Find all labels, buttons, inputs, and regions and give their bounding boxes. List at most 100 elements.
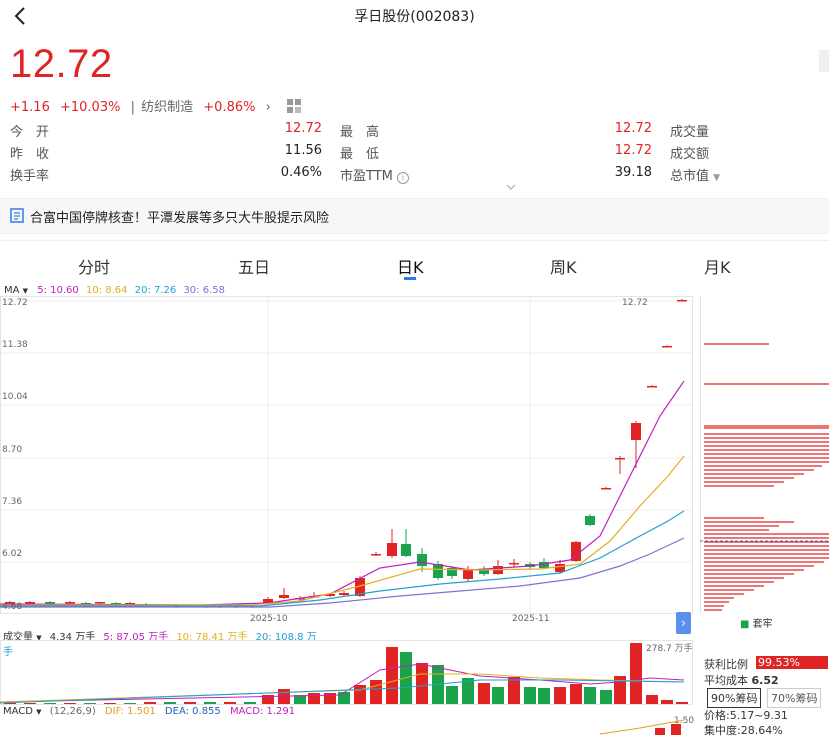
stock-title: 孚日股份(002083) (354, 9, 475, 25)
scroll-right-button[interactable]: › (676, 612, 691, 634)
info-icon[interactable]: i (397, 172, 410, 184)
chart-border (0, 296, 693, 614)
ma10-line (0, 455, 685, 606)
candle-down (111, 603, 121, 605)
candlestick-chart[interactable] (0, 296, 700, 614)
dif-value: DIF: 1.501 (104, 706, 156, 717)
volume-chart[interactable] (0, 640, 700, 705)
volume-bar-down (204, 702, 216, 704)
macd-chart (599, 719, 685, 735)
candle-down (81, 603, 91, 605)
macd-legend[interactable]: MACD ▼ (12,26,9) DIF: 1.501 DEA: 0.855 M… (3, 706, 323, 717)
back-arrow-icon[interactable] (10, 4, 32, 28)
stat-label-market-cap[interactable]: 总市值 ▼ (670, 165, 720, 184)
macd-bar-up (655, 728, 665, 735)
candle-up (355, 578, 365, 596)
price-axis-label: 11.38 (2, 340, 28, 350)
price-change-row: +1.16 +10.03% | 纺织制造 +0.86% › (10, 96, 307, 117)
tab-intraday[interactable]: 分时 (78, 258, 111, 277)
candle-up (571, 542, 581, 561)
vol20-line (0, 679, 685, 704)
volume-bar-up (570, 684, 582, 704)
ma10-value: 10: 8.64 (85, 285, 128, 296)
news-banner[interactable]: 合富中国停牌核查！平潭发展等多只大牛股提示风险 (0, 198, 829, 234)
volume-legend[interactable]: 成交量 ▼ 4.34 万手 5: 87.05 万手 10: 78.41 万手 2… (3, 628, 323, 658)
pe-label-text: 市盈TTM (340, 169, 393, 184)
volume-bar-down (294, 695, 306, 704)
caret-down-icon: ▼ (36, 708, 42, 716)
ma20-line (0, 510, 685, 607)
top-bar: 孚日股份(002083) (0, 0, 829, 36)
volume-bar-down (44, 703, 56, 704)
macd-selector[interactable]: MACD (3, 706, 33, 717)
tab-weekly-k[interactable]: 周K (550, 258, 577, 277)
volume-bar-down (492, 687, 504, 704)
candle-down (479, 569, 489, 574)
volume-bar-down (446, 686, 458, 704)
volume-bar-down (338, 692, 350, 704)
volume-bar-down (584, 687, 596, 704)
sector-link[interactable]: 纺织制造 +0.86% › (141, 100, 281, 115)
ma-selector[interactable]: MA (4, 285, 20, 296)
grid-apps-icon[interactable] (286, 98, 301, 117)
tab-five-day[interactable]: 五日 (238, 258, 271, 277)
avg-cost-row: 平均成本 6.52 (704, 672, 779, 688)
candle-up (615, 458, 625, 460)
caret-down-icon: ▼ (713, 173, 721, 183)
price-axis-label: 4.68 (2, 602, 23, 612)
candle-up (95, 602, 105, 604)
active-tab-indicator (404, 277, 416, 280)
candle-up (601, 488, 611, 490)
profit-ratio-value: 99.53% (756, 656, 828, 669)
chip-70-button[interactable]: 70%筹码 (767, 688, 822, 708)
volume-bar-up (64, 703, 76, 704)
dif-line (599, 719, 685, 735)
candle-down (585, 516, 595, 525)
volume-bar-up (308, 693, 320, 704)
volume-bar-up (630, 643, 642, 704)
expand-chevron-icon[interactable] (505, 184, 517, 192)
volume-bar-up (104, 703, 116, 704)
side-tab[interactable] (819, 50, 829, 72)
volume-bar-up (184, 702, 196, 704)
trapped-dot-icon: ■ (740, 619, 750, 630)
volume-bar-down (244, 702, 256, 704)
volume-bar-up (4, 703, 16, 704)
candle-up (5, 602, 15, 604)
stat-label-volume: 成交量 (670, 125, 710, 140)
volume-bar-up (24, 703, 36, 704)
tab-daily-k[interactable]: 日K (397, 258, 424, 277)
volume-selector[interactable]: 成交量 (3, 632, 33, 643)
volume-bar-up (416, 663, 428, 704)
market-cap-text: 总市值 (670, 169, 710, 184)
ma-legend[interactable]: MA ▼ 5: 10.60 10: 8.64 20: 7.26 30: 6.58 (4, 285, 324, 296)
volume-bar-down (84, 703, 96, 704)
macd-value: MACD: 1.291 (229, 706, 296, 717)
chip-90-button[interactable]: 90%筹码 (707, 688, 762, 708)
candle-down (401, 544, 411, 556)
chip-distribution-chart[interactable] (700, 296, 829, 614)
news-text: 合富中国停牌核查！平潭发展等多只大牛股提示风险 (30, 211, 330, 226)
volume-bar-down (124, 703, 136, 704)
date-label-oct: 2025-10 (250, 614, 288, 624)
volume-bar-down (462, 678, 474, 704)
candle-down (45, 602, 55, 604)
candle-up (463, 569, 473, 579)
tab-monthly-k[interactable]: 月K (704, 258, 731, 277)
trapped-legend: ■ 套牢 (740, 615, 773, 630)
stat-label-prev-close: 昨 收 (10, 147, 50, 162)
volume-max-label: 278.7 万手 (646, 644, 693, 654)
volume-bar-up (676, 702, 688, 704)
candle-up (279, 595, 289, 598)
chip-concentration: 集中度:28.64% (704, 724, 783, 737)
candle-up (263, 599, 273, 604)
news-icon (10, 208, 24, 223)
candle-up (65, 602, 75, 604)
macd-axis-label: 1.50 (674, 716, 695, 726)
candle-up (339, 593, 349, 595)
ma5-value: 5: 10.60 (37, 285, 79, 296)
trapped-label: 套牢 (752, 619, 773, 630)
candle-down (447, 568, 457, 576)
volume-bar-up (144, 702, 156, 704)
price-change-percent: +10.03% (59, 100, 121, 115)
